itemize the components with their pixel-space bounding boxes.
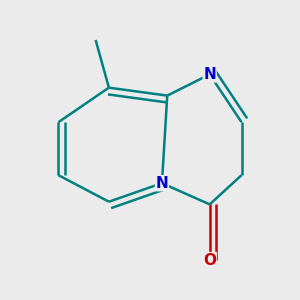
Text: N: N [156, 176, 168, 191]
Text: O: O [203, 253, 216, 268]
Text: N: N [203, 67, 216, 82]
